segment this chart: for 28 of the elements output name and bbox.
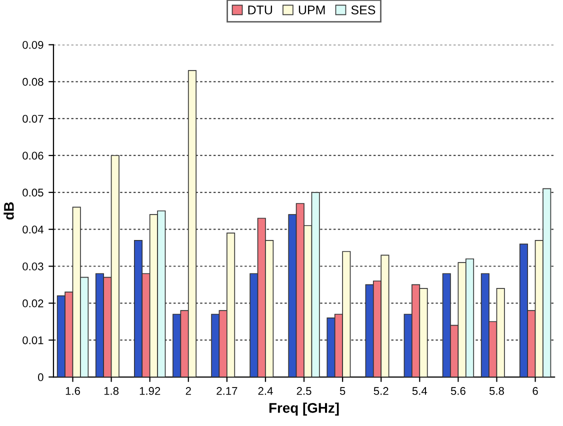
x-tick-label: 5.2 — [374, 387, 388, 395]
y-tick-label: 0.07 — [22, 114, 44, 123]
y-tick-label: 0.09 — [22, 40, 44, 49]
x-tick-label: 2.5 — [296, 387, 312, 395]
legend-label: UPM — [298, 6, 325, 14]
x-tick-label: 1.8 — [104, 387, 119, 395]
y-tick-label: 0.08 — [22, 78, 44, 86]
y-tick-label: 0 — [38, 373, 44, 382]
x-axis-title: Freq [GHz] — [269, 402, 339, 416]
x-tick-label: 5 — [340, 387, 346, 395]
x-tick-label: 6 — [532, 387, 538, 395]
y-axis-title: dB — [4, 202, 14, 220]
y-tick-label: 0.01 — [22, 336, 44, 344]
y-tick-label: 0.03 — [22, 262, 44, 270]
x-tick-label: 2.4 — [258, 387, 273, 395]
x-tick-label: 5.6 — [450, 387, 466, 395]
x-tick-label: 2 — [186, 387, 191, 395]
legend-label: SES — [351, 6, 376, 14]
x-tick-label: 1.6 — [66, 387, 80, 395]
y-tick-label: 0.02 — [22, 299, 44, 308]
y-tick-label: 0.05 — [22, 188, 44, 197]
legend-label: DTU — [248, 6, 272, 14]
x-tick-label: 5.4 — [412, 387, 428, 395]
x-tick-label: 5.8 — [489, 387, 504, 395]
y-tick-label: 0.04 — [22, 226, 44, 234]
x-tick-label: 1.92 — [140, 387, 160, 395]
y-tick-label: 0.06 — [22, 152, 44, 160]
x-tick-label: 2.17 — [216, 387, 238, 395]
